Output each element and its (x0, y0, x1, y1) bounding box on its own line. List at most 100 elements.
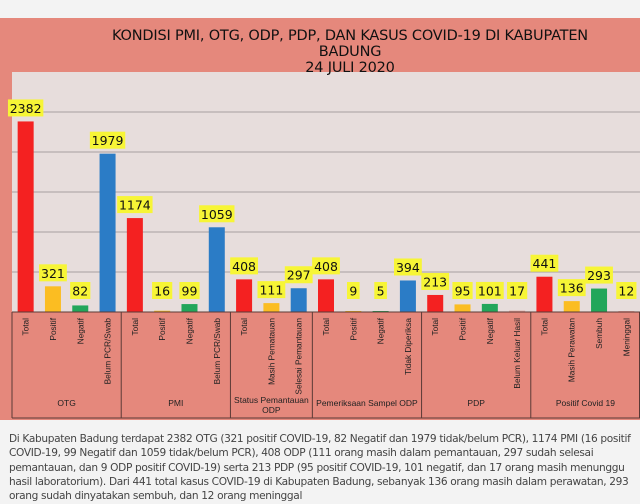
data-label-background (117, 196, 153, 214)
data-label-background (39, 264, 67, 282)
x-tick-label: Masih Pematauan (266, 318, 276, 385)
data-label: 408 (232, 259, 256, 274)
data-label: 441 (533, 256, 557, 271)
data-label: 95 (455, 284, 471, 299)
data-label: 5 (377, 284, 385, 299)
data-label-background (421, 272, 450, 290)
chart-title-line-3: 24 JULI 2020 (305, 60, 395, 76)
data-label: 12 (618, 284, 634, 299)
bar-positif-covid-19-total (536, 276, 553, 312)
bar-pemeriksaan-sampel-odp-tidak-diperiksa (399, 280, 416, 312)
data-label: 136 (560, 281, 584, 296)
bar-status-pemantauan-odp-total (236, 279, 253, 312)
x-tick-label: Masih Perawatan (567, 318, 577, 382)
bar-pdp-total (427, 294, 444, 312)
data-label: 16 (154, 284, 170, 299)
data-label-background (347, 282, 360, 299)
bar-pdp-negatif (481, 303, 498, 312)
data-label-background (530, 254, 559, 272)
bar-status-pemantauan-odp-masih-pematauan (263, 303, 280, 312)
data-label-background (179, 282, 200, 299)
bar-otg-total (17, 121, 34, 312)
data-label-background (257, 281, 286, 299)
x-tick-label: Total (239, 318, 249, 336)
bar-pdp-belum-keluar-hasil (509, 310, 526, 312)
data-label-background (507, 282, 528, 299)
bar-pmi-belum-pcr-swab (208, 227, 225, 312)
x-group-label: OTG (57, 398, 75, 408)
data-label: 1059 (201, 207, 233, 222)
bar-pmi-positif (154, 310, 171, 312)
description-text: Di Kabupaten Badung terdapat 2382 OTG (3… (9, 433, 631, 503)
data-label-background (7, 99, 44, 117)
x-tick-label: Negatif (485, 317, 495, 344)
data-label: 82 (72, 284, 88, 299)
data-label: 1174 (119, 198, 151, 213)
bar-pdp-positif (454, 304, 471, 312)
data-label-background (89, 131, 126, 149)
chart-title-line-2: BADUNG (318, 44, 382, 60)
data-label-background (284, 266, 313, 284)
data-label-background (557, 279, 586, 297)
bar-pmi-negatif (181, 304, 198, 312)
x-tick-label: Negatif (184, 317, 194, 344)
bar-otg-negatif (72, 305, 89, 312)
data-label: 101 (478, 283, 502, 298)
bar-positif-covid-19-sembuh (591, 288, 608, 312)
data-label: 17 (509, 284, 525, 299)
x-tick-label: Total (539, 318, 549, 336)
x-tick-label: Positif (348, 317, 358, 340)
data-label-background (70, 282, 91, 299)
x-tick-label: Total (130, 318, 140, 336)
x-group-label: Pemeriksaan Sampel ODP (316, 398, 418, 408)
bar-otg-positif (44, 286, 61, 312)
x-tick-label: Positif (48, 317, 58, 340)
data-label-background (374, 282, 387, 299)
data-label-background (616, 282, 637, 299)
data-label-background (475, 281, 504, 299)
x-tick-label: Positif (157, 317, 167, 340)
data-label-background (152, 282, 173, 299)
x-tick-label: Belum PCR/Swab (103, 318, 113, 385)
bar-positif-covid-19-masih-perawatan (563, 301, 580, 312)
bar-otg-belum-pcr-swab (99, 153, 116, 312)
data-label-background (452, 282, 473, 299)
data-label: 1979 (92, 133, 124, 148)
data-label: 394 (396, 260, 420, 275)
x-tick-label: Belum PCR/Swab (212, 318, 222, 385)
x-group-label: Status Pemantauan (234, 395, 309, 405)
chart-title: KONDISI PMI, OTG, ODP, PDP, DAN KASUS CO… (0, 28, 640, 76)
data-label-background (585, 266, 613, 284)
data-label: 2382 (10, 101, 42, 116)
x-tick-label: Negatif (376, 317, 386, 344)
x-tick-label: Selesai Pemantauan (294, 318, 304, 395)
x-tick-label: Total (21, 318, 31, 336)
data-label: 9 (349, 284, 357, 299)
data-label-background (312, 257, 340, 275)
x-tick-label: Total (430, 318, 440, 336)
x-tick-label: Positif (458, 317, 468, 340)
x-tick-label: Sembuh (594, 318, 604, 349)
bar-pemeriksaan-sampel-odp-total (318, 279, 334, 312)
chart-title-line-1: KONDISI PMI, OTG, ODP, PDP, DAN KASUS CO… (112, 28, 588, 44)
x-tick-label: Belum Keluar Hasil (512, 318, 522, 389)
data-label: 213 (423, 274, 447, 289)
x-group-label: ODP (262, 405, 281, 415)
x-group-label: PMI (168, 398, 183, 408)
data-label: 408 (314, 259, 338, 274)
data-label-background (230, 257, 258, 275)
x-group-label: PDP (467, 398, 485, 408)
data-label-background (199, 205, 235, 223)
bar-pmi-total (126, 218, 143, 312)
data-label: 321 (41, 266, 65, 281)
x-tick-label: Total (321, 318, 331, 336)
data-label-background (394, 258, 422, 276)
data-label: 99 (182, 284, 198, 299)
bar-status-pemantauan-odp-selesai-pemantauan (290, 288, 307, 312)
data-label: 111 (259, 283, 283, 298)
data-label: 297 (287, 268, 311, 283)
data-label: 293 (587, 268, 611, 283)
x-tick-label: Tidak Diperiksa (403, 318, 413, 375)
x-group-label: Positif Covid 19 (556, 398, 615, 408)
